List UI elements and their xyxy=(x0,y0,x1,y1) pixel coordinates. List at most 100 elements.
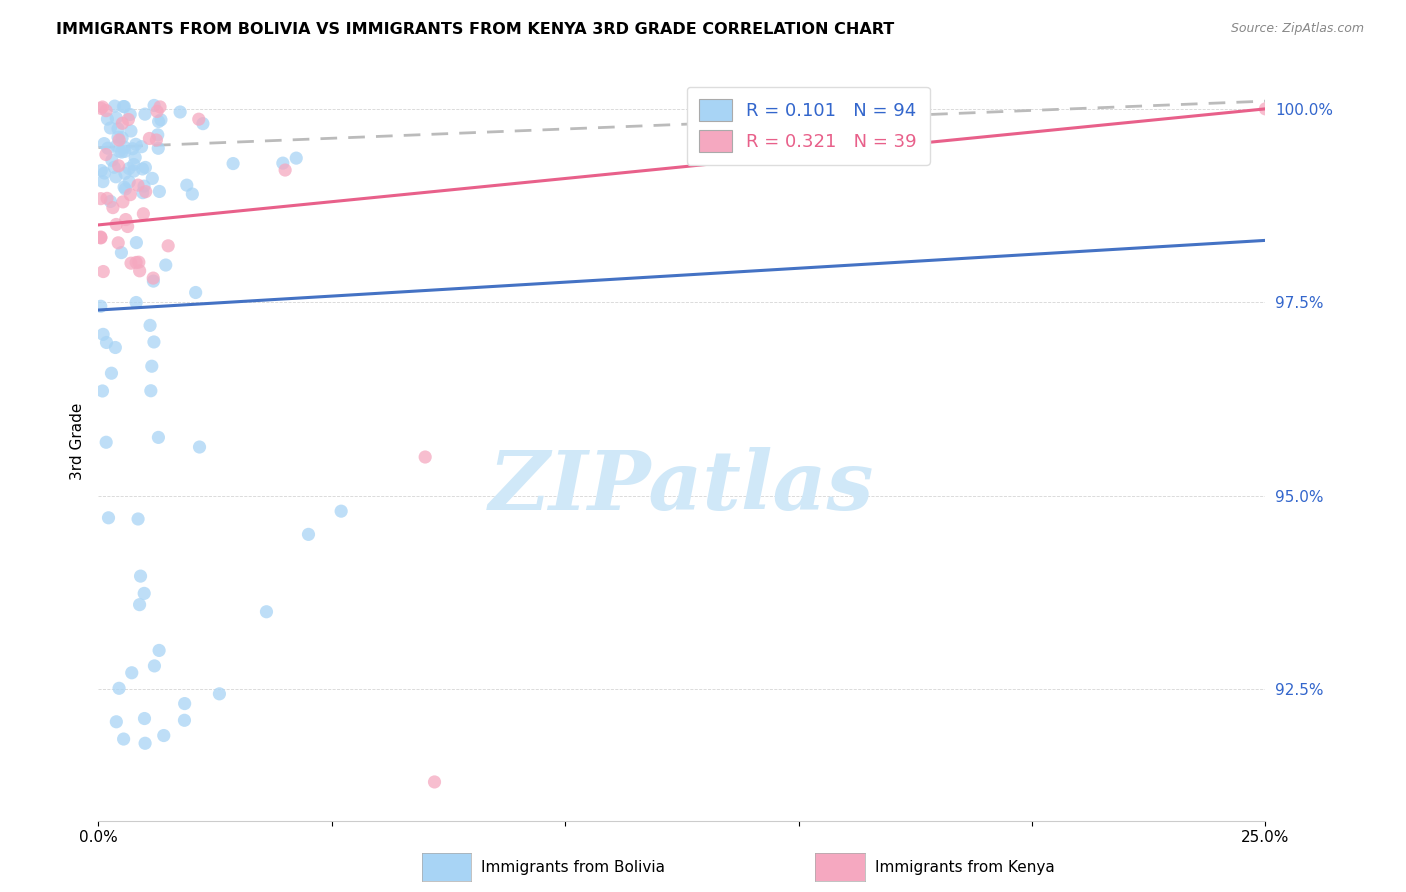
Point xyxy=(285,151,308,165)
Point xyxy=(90,101,112,115)
Point xyxy=(120,107,142,121)
Point xyxy=(111,194,134,209)
Point xyxy=(112,140,135,154)
Point xyxy=(112,732,135,747)
Point xyxy=(149,112,172,127)
Point xyxy=(104,341,127,355)
Point xyxy=(208,687,231,701)
Point xyxy=(93,166,115,180)
Point xyxy=(274,163,297,178)
Point xyxy=(118,175,141,189)
Point xyxy=(100,366,122,380)
Point xyxy=(146,104,169,119)
Point xyxy=(256,605,278,619)
Point xyxy=(128,598,150,612)
Point xyxy=(148,643,170,657)
Point xyxy=(173,714,195,728)
Point xyxy=(152,729,174,743)
Point xyxy=(125,255,148,269)
Point xyxy=(90,163,112,178)
Point xyxy=(112,99,135,113)
Legend: R = 0.101   N = 94, R = 0.321   N = 39: R = 0.101 N = 94, R = 0.321 N = 39 xyxy=(686,87,929,165)
Point xyxy=(90,230,112,244)
Point xyxy=(134,712,156,726)
Point xyxy=(222,156,245,170)
Point xyxy=(107,130,129,145)
Point xyxy=(91,327,114,342)
Point xyxy=(181,187,204,202)
Point xyxy=(107,235,129,250)
Point xyxy=(112,180,135,194)
Point xyxy=(114,145,136,159)
Point xyxy=(330,504,353,518)
Point xyxy=(184,285,207,300)
Point xyxy=(146,128,169,142)
Point xyxy=(96,335,118,350)
Point xyxy=(91,175,114,189)
Point xyxy=(143,659,166,673)
Point xyxy=(134,586,156,600)
Point xyxy=(91,384,114,398)
Point xyxy=(122,164,145,178)
Point xyxy=(127,512,149,526)
Point xyxy=(155,258,177,272)
Point xyxy=(105,138,128,153)
Point xyxy=(141,359,163,374)
Text: ZIPatlas: ZIPatlas xyxy=(489,447,875,527)
Point xyxy=(105,111,128,125)
Text: IMMIGRANTS FROM BOLIVIA VS IMMIGRANTS FROM KENYA 3RD GRADE CORRELATION CHART: IMMIGRANTS FROM BOLIVIA VS IMMIGRANTS FR… xyxy=(56,22,894,37)
Point xyxy=(129,569,152,583)
Point xyxy=(90,299,112,313)
Point xyxy=(122,157,145,171)
Point xyxy=(114,182,136,196)
Point xyxy=(121,665,143,680)
Point xyxy=(125,137,148,152)
Point xyxy=(1254,102,1277,116)
Y-axis label: 3rd Grade: 3rd Grade xyxy=(69,403,84,480)
Point xyxy=(132,186,155,200)
Point xyxy=(110,245,132,260)
Point xyxy=(118,161,141,176)
Point xyxy=(139,384,162,398)
Point xyxy=(112,99,135,113)
Point xyxy=(108,145,131,159)
Point xyxy=(134,161,156,175)
Point xyxy=(90,230,112,244)
Text: Immigrants from Kenya: Immigrants from Kenya xyxy=(875,860,1054,874)
Text: Immigrants from Bolivia: Immigrants from Bolivia xyxy=(481,860,665,874)
Point xyxy=(157,239,180,253)
Point xyxy=(111,145,134,159)
Point xyxy=(105,218,128,232)
Point xyxy=(173,697,195,711)
Point xyxy=(94,147,117,161)
Point xyxy=(148,141,170,155)
Point xyxy=(138,131,160,145)
Point xyxy=(149,100,172,114)
Point xyxy=(120,187,142,202)
Point xyxy=(132,179,155,194)
Text: Source: ZipAtlas.com: Source: ZipAtlas.com xyxy=(1230,22,1364,36)
Point xyxy=(125,235,148,250)
Point xyxy=(134,107,156,121)
Point xyxy=(103,161,125,175)
Point xyxy=(104,99,127,113)
Point xyxy=(297,527,319,541)
Point xyxy=(90,231,112,245)
Point xyxy=(101,201,124,215)
Point xyxy=(90,192,112,206)
Point xyxy=(125,295,148,310)
Point xyxy=(139,318,162,333)
Point xyxy=(96,112,118,126)
Point xyxy=(148,430,170,444)
Point xyxy=(91,264,114,278)
Point xyxy=(124,151,146,165)
Point xyxy=(423,775,446,789)
Point xyxy=(117,219,139,234)
Point xyxy=(91,100,114,114)
Point xyxy=(107,159,129,173)
Point xyxy=(191,117,214,131)
Point xyxy=(148,185,170,199)
Point xyxy=(96,435,118,450)
Point xyxy=(132,207,155,221)
Point xyxy=(142,274,165,288)
